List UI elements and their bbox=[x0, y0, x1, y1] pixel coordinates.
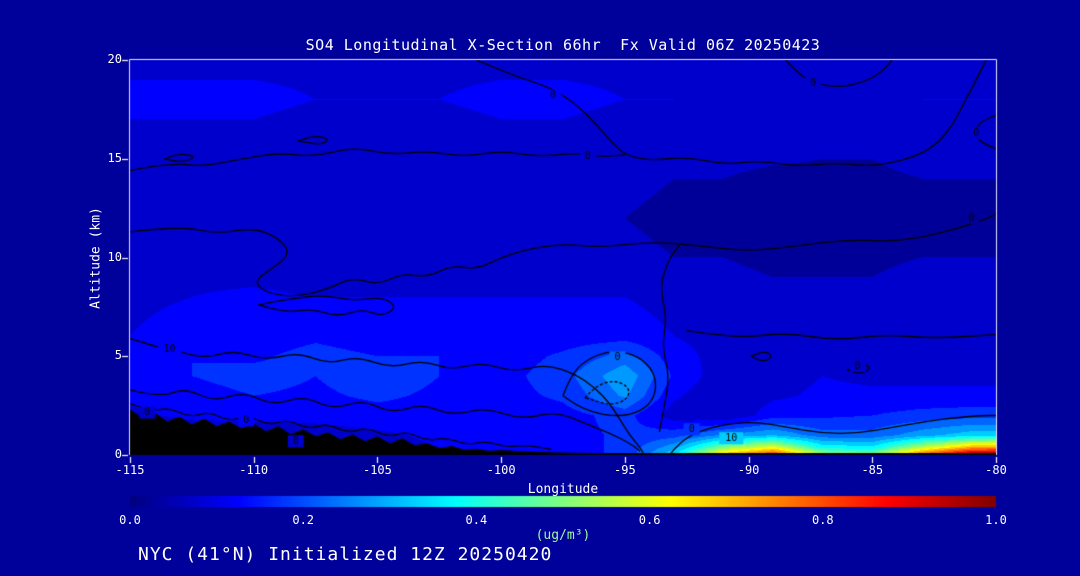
colorbar-tick-label: 1.0 bbox=[985, 513, 1007, 527]
y-tick-label: 20 bbox=[107, 52, 122, 66]
y-tick-label: 10 bbox=[107, 249, 122, 264]
run-info-text: NYC (41°N) Initialized 12Z 20250420 bbox=[138, 544, 553, 565]
x-tick-label: -105 bbox=[362, 463, 392, 477]
x-tick-label: -95 bbox=[614, 463, 636, 477]
colorbar-tick-label: 0.0 bbox=[119, 513, 141, 527]
y-tick-label: 5 bbox=[114, 348, 122, 363]
colorbar-units-label: (ug/m³) bbox=[535, 528, 591, 543]
y-tick-label: 15 bbox=[107, 150, 122, 165]
colorbar-tick-label: 0.6 bbox=[638, 513, 661, 527]
x-tick-label: -115 bbox=[115, 463, 145, 477]
colorbar-tick-label: 0.2 bbox=[292, 513, 315, 527]
x-tick-label: -100 bbox=[486, 463, 516, 477]
chart-title: SO4 Longitudinal X-Section 66hr Fx Valid… bbox=[305, 36, 821, 54]
x-axis-label: Longitude bbox=[527, 482, 599, 497]
y-tick-label: 0 bbox=[114, 447, 122, 461]
x-tick-label: -110 bbox=[239, 463, 269, 477]
colorbar-tick-label: 0.4 bbox=[465, 513, 488, 527]
x-tick-label: -80 bbox=[985, 463, 1007, 477]
colorbar-tick-label: 0.8 bbox=[811, 513, 834, 527]
x-tick-label: -85 bbox=[861, 463, 884, 477]
x-tick-label: -90 bbox=[737, 463, 760, 477]
